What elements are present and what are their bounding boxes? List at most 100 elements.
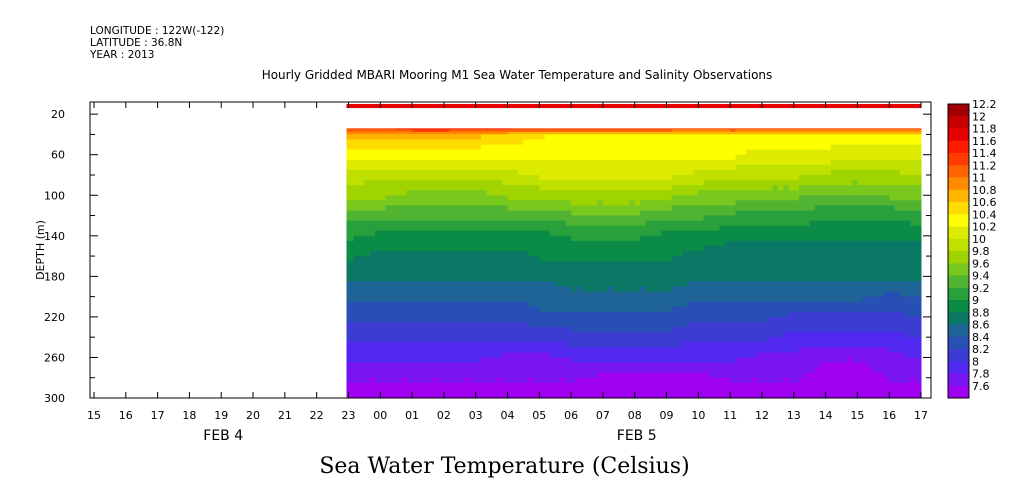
heat-cell [708, 225, 715, 232]
heat-cell [687, 327, 694, 333]
heat-cell [698, 169, 705, 176]
heat-cell [454, 235, 461, 242]
heat-cell [523, 131, 530, 135]
heat-cell [767, 164, 774, 171]
heat-cell [512, 316, 519, 323]
heat-cell [406, 271, 413, 277]
heat-cell [449, 306, 455, 313]
heat-cell [449, 367, 455, 374]
heat-cell [618, 377, 625, 384]
heat-cell [369, 392, 376, 398]
heat-cell [571, 271, 577, 277]
heat-cell [385, 382, 392, 389]
heat-cell [703, 131, 710, 135]
heat-cell [507, 131, 514, 135]
heat-cell [412, 352, 418, 358]
heat-cell [587, 311, 593, 318]
heat-cell [560, 322, 567, 328]
heat-cell [369, 205, 376, 211]
heat-cell [740, 185, 747, 191]
heat-cell [491, 210, 498, 217]
heat-cell [518, 291, 524, 298]
heat-cell [560, 266, 567, 272]
heat-cell [640, 296, 646, 303]
heat-cell [375, 276, 381, 282]
heat-cell [592, 261, 599, 267]
heat-cell [459, 195, 466, 201]
heat-cell [375, 367, 381, 374]
heat-cell [624, 175, 630, 181]
heat-cell [502, 230, 508, 237]
heat-cell [724, 276, 731, 282]
heat-cell [523, 347, 530, 353]
heat-cell [406, 190, 413, 196]
heat-cell [746, 159, 752, 166]
heat-cell [412, 276, 418, 282]
heat-cell [650, 382, 657, 389]
heat-cell [618, 266, 625, 272]
heat-cell [703, 154, 710, 161]
heat-cell [412, 362, 418, 369]
heat-cell [677, 316, 683, 323]
heat-cell [788, 387, 795, 394]
heat-cell [703, 387, 710, 394]
heat-cell [364, 362, 371, 369]
heat-cell [433, 352, 440, 358]
heat-cell [560, 372, 567, 379]
heat-cell [565, 286, 572, 293]
heat-cell [671, 377, 678, 384]
heat-cell [634, 220, 641, 227]
heat-cell [401, 159, 408, 166]
heat-cell [762, 357, 768, 364]
heat-cell [682, 175, 689, 181]
heat-cell [555, 337, 561, 343]
heat-cell [465, 281, 471, 287]
heat-cell [650, 327, 657, 333]
heat-cell [735, 185, 742, 191]
heat-cell [454, 316, 461, 323]
heat-cell [396, 129, 402, 133]
heat-cell [385, 139, 392, 146]
heat-cell [560, 215, 567, 222]
heat-cell [640, 190, 646, 196]
heat-cell [809, 296, 816, 303]
heat-cell [740, 256, 747, 262]
heat-cell [767, 311, 774, 318]
heat-cell [422, 327, 429, 333]
heat-cell [449, 286, 455, 293]
heat-cell [481, 235, 487, 242]
heat-cell [788, 266, 795, 272]
heat-cell [613, 210, 620, 217]
heat-cell [751, 205, 758, 211]
heat-cell [576, 291, 583, 298]
heat-cell [587, 129, 593, 133]
heat-cell [560, 327, 567, 333]
heat-cell [772, 210, 779, 217]
heat-cell [735, 271, 742, 277]
heat-cell [491, 337, 498, 343]
heat-cell [783, 387, 789, 394]
heat-cell [481, 195, 487, 201]
heat-cell [740, 169, 747, 176]
heat-cell [534, 134, 540, 140]
heat-cell [555, 327, 561, 333]
heat-cell [539, 230, 546, 237]
heat-cell [385, 322, 392, 328]
heat-cell [671, 256, 678, 262]
heat-cell [618, 327, 625, 333]
heat-cell [422, 286, 429, 293]
heat-cell [661, 382, 667, 389]
heat-cell [730, 382, 736, 389]
heat-cell [534, 322, 540, 328]
heat-cell [390, 154, 397, 161]
heat-cell [756, 306, 763, 313]
heat-cell [597, 164, 604, 171]
heat-cell [698, 392, 705, 398]
heat-cell [608, 175, 614, 181]
heat-cell [459, 180, 466, 186]
heat-cell [417, 235, 424, 242]
heat-cell [369, 347, 376, 353]
heat-cell [502, 362, 508, 369]
heat-cell [518, 180, 524, 186]
heat-cell [422, 337, 429, 343]
